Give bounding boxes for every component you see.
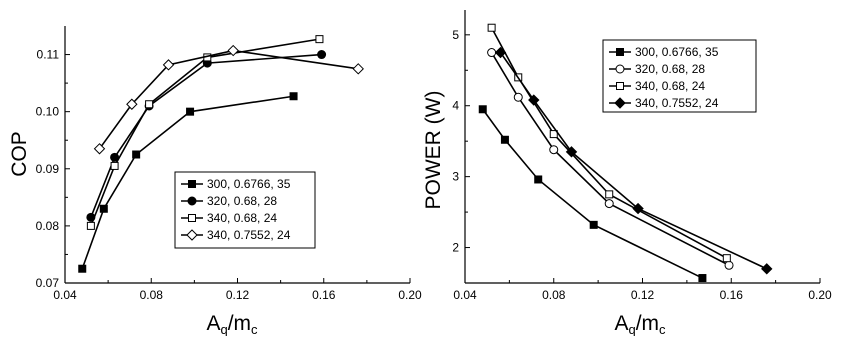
power-series-line-1: [482, 108, 703, 279]
power-data-point-s2: [604, 199, 614, 209]
power-legend-marker: [615, 64, 625, 74]
power-data-point-s3: [605, 190, 614, 199]
power-data-point-s4: [761, 263, 773, 275]
power-legend-label: 300, 0.6766, 35: [635, 45, 719, 59]
power-legend: 300, 0.6766, 35 320, 0.68, 28 340, 0.68, 2…: [602, 39, 757, 113]
power-x-tick-label: 0.16: [720, 288, 744, 302]
power-chart: 0.04 0.08 0.12 0.16 0.20 2 3 4 5 POWER (W) Aq/mc…: [422, 10, 832, 337]
cop-data-point-s4: [126, 98, 138, 110]
cop-data-point-s3: [110, 161, 119, 170]
power-series-layer: [478, 23, 773, 283]
power-x-tick-label: 0.08: [542, 288, 566, 302]
cop-series-layer: [78, 35, 364, 273]
power-data-point-s3: [549, 130, 558, 139]
cop-legend-label: 340, 0.68, 24: [207, 211, 277, 225]
cop-legend-label: 340, 0.7552, 24: [207, 228, 291, 242]
power-legend-marker: [614, 97, 626, 109]
cop-data-point-s4: [227, 44, 239, 57]
cop-x-axis-title: Aq/mc: [206, 312, 258, 336]
cop-data-point-s4: [93, 143, 106, 155]
cop-y-tick-label: 0.10: [36, 105, 60, 119]
power-data-point-s2: [513, 92, 523, 102]
cop-legend: 300, 0.6766, 35 320, 0.68, 28 340, 0.68, 2…: [174, 171, 316, 249]
cop-x-tick-label: 0.04: [53, 288, 77, 302]
cop-data-point-s4: [162, 59, 175, 71]
power-data-point-s3: [487, 23, 496, 32]
cop-series-line-4: [98, 49, 359, 150]
power-x-tick-label: 0.12: [631, 288, 655, 302]
cop-x-tick-label: 0.08: [140, 288, 164, 302]
cop-y-axis-title: COP: [8, 131, 31, 177]
power-x-axis-title: Aq/mc: [614, 312, 666, 336]
cop-x-tick-label: 0.20: [398, 288, 422, 302]
cop-data-point-s4: [352, 63, 364, 75]
power-data-point-s1: [500, 135, 509, 144]
power-x-tick-label: 0.20: [808, 288, 832, 302]
power-ticks: 0.04 0.08 0.12 0.16 0.20 2 3 4 5: [452, 28, 832, 302]
power-data-point-s3: [722, 254, 731, 263]
power-legend-label: 340, 0.68, 24: [635, 79, 705, 93]
cop-legend-marker: [188, 180, 196, 188]
cop-data-point-s1: [289, 92, 298, 101]
cop-legend-marker: [188, 214, 196, 222]
power-data-point-s4: [565, 146, 578, 158]
power-data-point-s4: [528, 94, 540, 106]
power-data-point-s1: [534, 175, 543, 184]
cop-x-tick-label: 0.16: [312, 288, 336, 302]
cop-data-point-s2: [317, 50, 327, 60]
power-legend-marker: [616, 48, 624, 56]
cop-x-tick-label: 0.12: [226, 288, 250, 302]
power-legend-marker: [616, 82, 624, 90]
cop-y-tick-label: 0.11: [37, 48, 60, 62]
power-y-tick-label: 5: [452, 28, 459, 42]
power-data-point-s1: [589, 220, 598, 229]
power-legend-label: 320, 0.68, 28: [635, 62, 705, 76]
power-y-tick-label: 3: [452, 170, 459, 184]
power-y-tick-label: 4: [452, 99, 459, 113]
cop-data-point-s3: [315, 35, 324, 44]
cop-legend-marker: [187, 196, 197, 206]
power-y-tick-label: 2: [452, 241, 459, 255]
cop-chart: 0.04 0.08 0.12 0.16 0.20 0.07 0.08 0.09 0.10 0.11…: [8, 26, 422, 337]
power-x-tick-label: 0.04: [453, 288, 477, 302]
cop-y-tick-label: 0.07: [36, 276, 60, 290]
power-legend-label: 340, 0.7552, 24: [635, 96, 719, 110]
cop-legend-marker: [186, 229, 198, 241]
power-y-axis-title: POWER (W): [422, 91, 445, 210]
cop-data-point-s1: [186, 107, 195, 116]
cop-legend-label: 300, 0.6766, 35: [207, 177, 291, 191]
cop-data-point-s3: [86, 221, 95, 230]
cop-data-point-s1: [99, 204, 108, 213]
power-data-point-s2: [487, 48, 497, 58]
cop-ticks: 0.04 0.08 0.12 0.16 0.20 0.07 0.08 0.09 0.10 0.11: [36, 48, 422, 302]
cop-data-point-s1: [78, 264, 87, 273]
power-data-point-s1: [478, 105, 487, 114]
power-data-point-s4: [632, 202, 644, 215]
cop-y-tick-label: 0.09: [36, 162, 60, 176]
power-data-point-s1: [698, 274, 707, 283]
power-data-point-s2: [724, 260, 734, 270]
power-data-point-s4: [494, 46, 507, 59]
cop-data-point-s3: [145, 100, 154, 109]
cop-legend-label: 320, 0.68, 28: [207, 194, 277, 208]
cop-data-point-s1: [132, 150, 141, 159]
power-data-point-s2: [549, 145, 559, 155]
cop-y-tick-label: 0.08: [36, 219, 60, 233]
